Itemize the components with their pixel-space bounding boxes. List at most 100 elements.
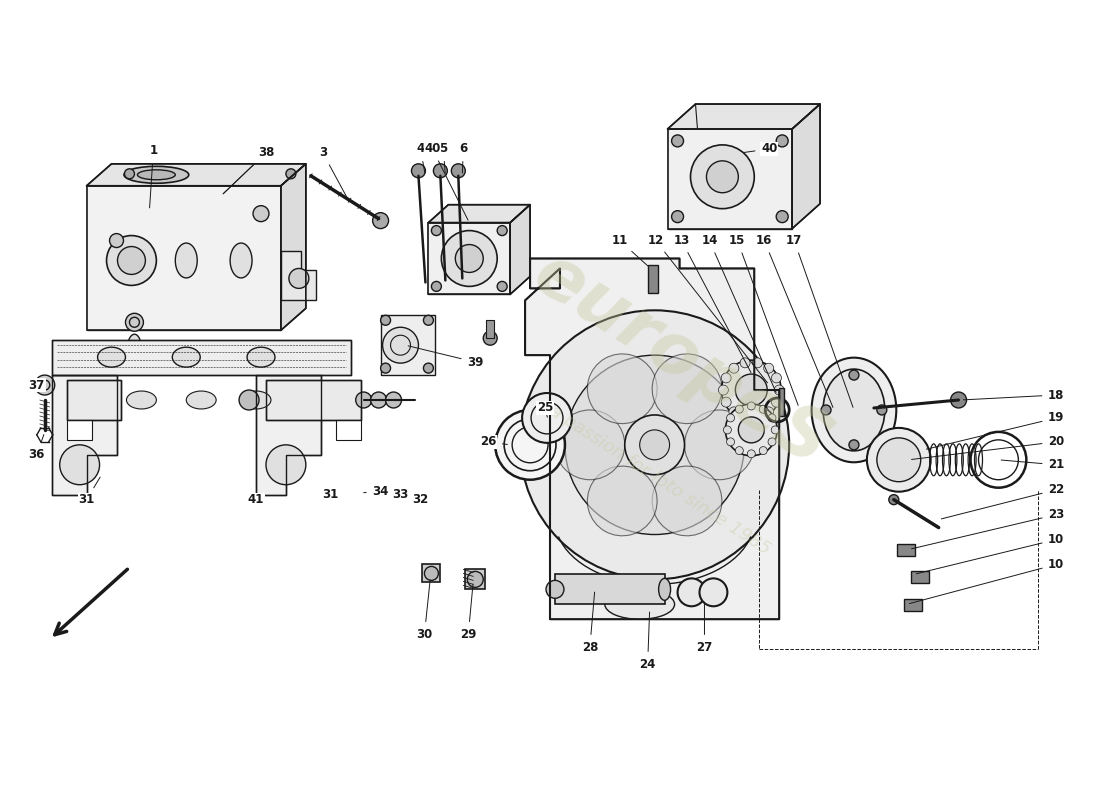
Ellipse shape: [684, 410, 755, 480]
Circle shape: [59, 445, 100, 485]
Circle shape: [433, 164, 448, 178]
Text: 40: 40: [744, 142, 778, 155]
Circle shape: [124, 169, 134, 178]
Text: 20: 20: [912, 435, 1065, 459]
Circle shape: [672, 210, 683, 222]
Polygon shape: [52, 340, 351, 375]
Ellipse shape: [230, 243, 252, 278]
Circle shape: [411, 164, 426, 178]
Circle shape: [381, 315, 390, 326]
Circle shape: [774, 385, 784, 395]
Polygon shape: [668, 129, 792, 229]
Circle shape: [771, 397, 781, 407]
Circle shape: [451, 164, 465, 178]
Text: 3: 3: [319, 146, 348, 198]
Ellipse shape: [128, 334, 142, 362]
Circle shape: [771, 373, 781, 383]
Polygon shape: [280, 250, 316, 300]
Ellipse shape: [175, 243, 197, 278]
Ellipse shape: [98, 347, 125, 367]
Circle shape: [383, 327, 418, 363]
Circle shape: [727, 438, 735, 446]
Circle shape: [35, 375, 55, 395]
Circle shape: [849, 440, 859, 450]
Circle shape: [425, 566, 439, 580]
Text: 16: 16: [756, 234, 833, 407]
Circle shape: [889, 494, 899, 505]
Circle shape: [740, 412, 750, 422]
Polygon shape: [67, 380, 121, 420]
Circle shape: [678, 578, 705, 606]
Text: 1: 1: [150, 144, 157, 208]
Bar: [486, 320, 494, 338]
Bar: [668, 129, 792, 229]
Text: 30: 30: [416, 580, 432, 641]
Polygon shape: [266, 380, 361, 420]
Text: europeS: europeS: [521, 239, 843, 482]
Circle shape: [672, 135, 683, 147]
Bar: [465, 570, 485, 590]
Text: a passion for loto since 1985: a passion for loto since 1985: [546, 402, 773, 558]
Text: 24: 24: [639, 612, 656, 670]
Circle shape: [522, 393, 572, 443]
Text: 13: 13: [673, 234, 751, 373]
Circle shape: [752, 412, 762, 422]
Circle shape: [759, 405, 767, 413]
Text: 32: 32: [396, 493, 429, 506]
Bar: [904, 599, 922, 611]
Text: 41: 41: [248, 493, 264, 506]
Circle shape: [239, 390, 258, 410]
Ellipse shape: [652, 354, 722, 424]
Circle shape: [468, 571, 483, 587]
Text: 12: 12: [648, 234, 768, 383]
Circle shape: [722, 373, 732, 383]
Circle shape: [771, 426, 779, 434]
Ellipse shape: [659, 578, 671, 600]
Ellipse shape: [812, 358, 896, 462]
Circle shape: [700, 578, 727, 606]
Circle shape: [736, 446, 744, 454]
Text: 31: 31: [322, 488, 339, 501]
Circle shape: [747, 402, 756, 410]
Circle shape: [483, 331, 497, 345]
Circle shape: [727, 414, 735, 422]
Bar: [911, 571, 928, 583]
Circle shape: [565, 355, 745, 534]
Circle shape: [266, 445, 306, 485]
Text: 36: 36: [29, 434, 45, 462]
Circle shape: [691, 145, 755, 209]
Circle shape: [763, 363, 773, 374]
Polygon shape: [525, 258, 779, 619]
Circle shape: [520, 310, 789, 579]
Text: 4: 4: [416, 142, 425, 173]
Circle shape: [381, 363, 390, 373]
Circle shape: [495, 410, 565, 480]
Circle shape: [738, 417, 764, 443]
Ellipse shape: [556, 410, 625, 480]
Circle shape: [877, 438, 921, 482]
Polygon shape: [428, 222, 510, 294]
Circle shape: [355, 392, 372, 408]
Ellipse shape: [126, 391, 156, 409]
Bar: [87, 186, 280, 330]
Bar: [896, 545, 915, 557]
Circle shape: [431, 226, 441, 235]
Circle shape: [759, 446, 767, 454]
Circle shape: [706, 161, 738, 193]
Bar: [422, 565, 440, 582]
Circle shape: [729, 363, 739, 374]
Ellipse shape: [173, 347, 200, 367]
Text: 10: 10: [910, 558, 1065, 603]
Circle shape: [747, 450, 756, 458]
Text: 23: 23: [912, 508, 1065, 549]
Circle shape: [424, 315, 433, 326]
Circle shape: [768, 414, 776, 422]
Circle shape: [625, 415, 684, 474]
Text: 11: 11: [612, 234, 649, 266]
Circle shape: [768, 438, 776, 446]
Text: 19: 19: [926, 411, 1065, 449]
Text: 25: 25: [537, 402, 553, 418]
Circle shape: [752, 358, 762, 368]
Bar: [381, 315, 436, 375]
Text: 31: 31: [78, 477, 100, 506]
